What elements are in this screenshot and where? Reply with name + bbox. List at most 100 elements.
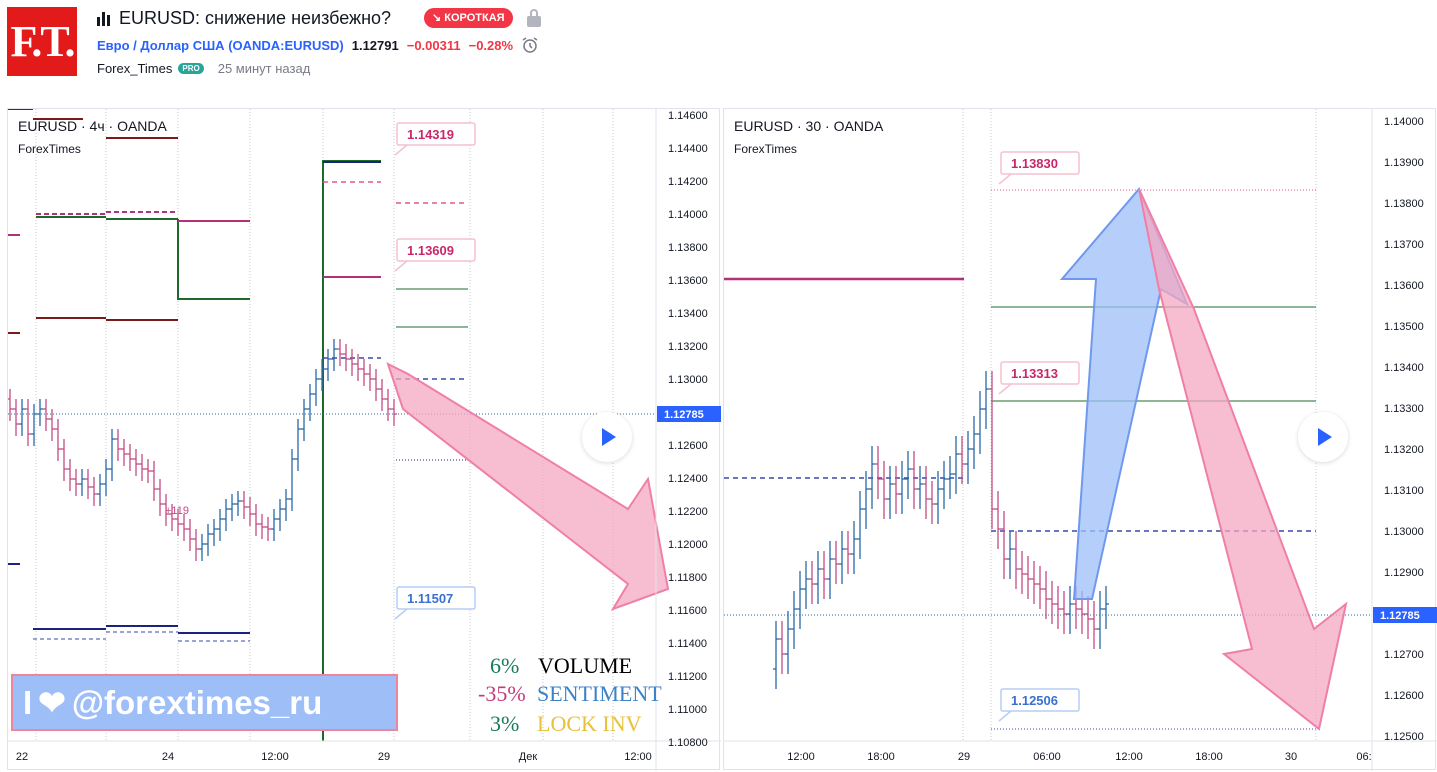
left-chart-canvas: +119 1.14319 1.13609 1.11507 1.14600 1.1440…: [8, 109, 721, 771]
price-tick: 1.13600: [1384, 280, 1424, 292]
right-chart-panel[interactable]: 1.13830 1.13313 1.12506 1.14000 1.13900 1.13…: [723, 108, 1437, 771]
time-tick: 12:00: [261, 751, 289, 763]
price-tick: 1.12000: [668, 539, 708, 551]
alarm-clock-icon[interactable]: [521, 36, 539, 54]
price-label-pointer: [394, 144, 408, 156]
price-label-box: [1000, 688, 1080, 712]
price-label-pointer: [998, 173, 1012, 185]
stat-volume-pct: 6%: [490, 653, 520, 678]
left-play-button[interactable]: [582, 412, 632, 462]
time-tick: 18:00: [1195, 751, 1223, 763]
price-tick: 1.13300: [1384, 403, 1424, 415]
level-line: [322, 160, 381, 741]
price-tick: 1.12200: [668, 506, 708, 518]
right-chart-title: EURUSD · 30 · OANDA: [734, 118, 884, 134]
price-label-text: 1.13313: [1011, 366, 1058, 381]
last-price-text: 1.12785: [664, 409, 704, 421]
small-label: +119: [165, 505, 189, 517]
price-tick: 1.13000: [668, 374, 708, 386]
time-tick: 29: [378, 751, 390, 763]
last-price-text: 1.12785: [1380, 610, 1420, 622]
price-label-box: [396, 122, 476, 146]
time-tick: 29: [958, 751, 970, 763]
price-label-text: 1.11507: [407, 591, 453, 606]
right-down-arrow: [1138, 188, 1348, 731]
price-tick: 1.13700: [1384, 239, 1424, 251]
left-chart-panel[interactable]: +119 1.14319 1.13609 1.11507 1.14600 1.1440…: [7, 108, 721, 771]
price-label-text: 1.12506: [1011, 693, 1058, 708]
price-tick: 1.12700: [1384, 649, 1424, 661]
price-tick: 1.11800: [668, 572, 707, 584]
left-chart-title: EURUSD · 4ч · OANDA: [18, 118, 167, 134]
stat-lockinv-pct: 3%: [490, 711, 520, 736]
price-label-text: 1.14319: [407, 127, 454, 142]
symbol-link[interactable]: Евро / Доллар США (OANDA:EURUSD): [97, 37, 344, 53]
price-tick: 1.12600: [1384, 690, 1424, 702]
lock-icon: [527, 9, 541, 27]
time-tick: 30: [1285, 751, 1297, 763]
price-label-pointer: [394, 260, 408, 272]
heart-icon: ❤: [38, 684, 66, 721]
price-tick: 1.13000: [1384, 526, 1424, 538]
time-tick: 24: [162, 751, 174, 763]
right-chart-price-labels: 1.13830 1.13313 1.12506: [998, 151, 1080, 722]
price-tick: 1.10800: [668, 737, 708, 749]
price-tick: 1.14000: [1384, 116, 1424, 128]
left-chart-candles: [8, 339, 397, 561]
price-tick: 1.12500: [1384, 731, 1424, 743]
price-label-box: [396, 238, 476, 262]
price-label-box: [396, 586, 476, 610]
price-tick: 1.13200: [1384, 444, 1424, 456]
time-tick: 12:00: [624, 751, 652, 763]
price-tick: 1.11400: [668, 638, 707, 650]
price-label-pointer: [394, 608, 408, 620]
price-tick: 1.12900: [1384, 567, 1424, 579]
last-price-tag: [657, 406, 721, 422]
price-tick: 1.13800: [1384, 198, 1424, 210]
price-label-box: [1000, 361, 1080, 385]
left-chart-grid: [35, 109, 614, 741]
price-tick: 1.13800: [668, 242, 708, 254]
author-line: Forex_Times PRO 25 минут назад: [97, 61, 310, 76]
price-tick: 1.13200: [668, 341, 708, 353]
author-name[interactable]: Forex_Times: [97, 61, 173, 76]
time-tick: Дек: [519, 751, 538, 763]
stat-sentiment-pct: -35%: [478, 681, 526, 706]
price-label-text: 1.13609: [407, 243, 454, 258]
stat-sentiment-label: SENTIMENT: [537, 681, 662, 706]
right-chart-watermark: ForexTimes: [734, 142, 797, 156]
stat-lockinv-label: LOCK INV: [537, 711, 642, 736]
left-chart-watermark: ForexTimes: [18, 142, 81, 156]
left-price-axis: 1.14600 1.14400 1.14200 1.14000 1.13800 1.136…: [16, 110, 721, 763]
left-chart-levels: +119: [8, 109, 656, 741]
price-tick: 1.11600: [668, 605, 707, 617]
forextimes-logo[interactable]: F.T.: [7, 7, 77, 76]
price-tick: 1.14400: [668, 143, 708, 155]
idea-title-text: EURUSD: снижение неизбежно?: [119, 8, 392, 28]
last-price-tag: [1373, 607, 1437, 623]
price-tick: 1.13400: [668, 308, 708, 320]
symbol-line: Евро / Доллар США (OANDA:EURUSD) 1.12791…: [97, 36, 539, 54]
price-label-text: 1.13830: [1011, 156, 1058, 171]
left-chart-price-labels: 1.14319 1.13609 1.11507: [394, 122, 476, 620]
time-tick: 18:00: [867, 751, 895, 763]
symbol-price: 1.12791: [351, 37, 399, 53]
time-tick: 22: [16, 751, 28, 763]
right-play-button[interactable]: [1298, 412, 1348, 462]
level-line: [177, 219, 250, 300]
chart-bars-icon: [97, 11, 113, 26]
price-tick: 1.13400: [1384, 362, 1424, 374]
price-tick: 1.12400: [668, 473, 708, 485]
promo-prefix: I: [23, 684, 33, 721]
time-tick: 06:: [1356, 751, 1371, 763]
stat-volume-label: VOLUME: [538, 653, 633, 678]
price-tick: 1.11200: [668, 671, 707, 683]
time-tick: 12:00: [787, 751, 815, 763]
price-tick: 1.12600: [668, 440, 708, 452]
price-tick: 1.14600: [668, 110, 708, 122]
promo-banner[interactable]: I ❤ @forextimes_ru: [11, 674, 398, 731]
published-time: 25 минут назад: [217, 61, 311, 76]
idea-title: EURUSD: снижение неизбежно?: [97, 8, 391, 29]
price-tick: 1.13600: [668, 275, 708, 287]
